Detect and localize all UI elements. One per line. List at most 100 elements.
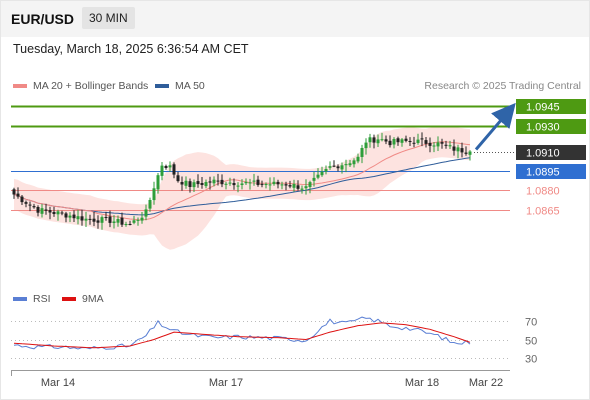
candle (144, 204, 148, 221)
candle (316, 168, 320, 180)
candle (400, 138, 404, 147)
candle (232, 178, 236, 190)
candle (320, 166, 324, 177)
x-tick-label: Mar 22 (469, 377, 503, 389)
candle (192, 179, 196, 192)
candle (228, 177, 232, 186)
candle (112, 215, 116, 229)
candle (216, 173, 220, 186)
candle (284, 181, 288, 191)
candle (420, 132, 424, 147)
candle (468, 150, 472, 161)
candle (92, 212, 96, 227)
candle (44, 203, 48, 215)
level-label-bg-1.0930 (516, 119, 586, 134)
candle (52, 206, 56, 217)
candle (20, 195, 24, 205)
candle (340, 162, 344, 174)
candle (156, 173, 160, 194)
candle (72, 210, 76, 222)
candle (244, 178, 248, 185)
candle (356, 153, 360, 164)
candle (76, 209, 80, 225)
candle (16, 187, 20, 199)
level-label-1.0880: 1.0880 (526, 186, 560, 198)
ma50-legend-swatch (155, 84, 169, 88)
candle (392, 137, 396, 149)
candle (64, 211, 68, 223)
candle (336, 164, 340, 172)
candle (12, 187, 16, 199)
candle (100, 215, 104, 230)
candle (268, 177, 272, 191)
timeframe-badge[interactable]: 30 MIN (82, 7, 135, 29)
ma20-legend-swatch (13, 84, 27, 88)
symbol-label: EUR/USD (11, 11, 75, 27)
candle (184, 176, 188, 189)
x-tick-label: Mar 17 (209, 377, 243, 389)
candle (292, 179, 296, 192)
candle (132, 215, 136, 225)
candle (308, 180, 312, 194)
candle (104, 211, 108, 221)
candle (324, 165, 328, 175)
candle (224, 181, 228, 190)
candle (164, 164, 168, 170)
candle (288, 180, 292, 189)
candle (432, 142, 436, 153)
ma20-legend-label: MA 20 + Bollinger Bands (33, 80, 149, 92)
candle (396, 136, 400, 146)
level-label-1.0865: 1.0865 (526, 206, 560, 218)
candle (68, 212, 72, 223)
rsi-tick-30: 30 (525, 354, 537, 366)
candle (448, 140, 452, 149)
candle (260, 180, 264, 188)
candle (84, 211, 88, 227)
candle (460, 142, 464, 158)
rsi-legend-swatch (13, 297, 27, 301)
level-label-1.0895: 1.0895 (526, 167, 560, 179)
candle (220, 174, 224, 188)
rsi-legend-label: RSI (33, 293, 51, 305)
candle (40, 204, 44, 218)
candle (464, 146, 468, 156)
candle (128, 220, 132, 226)
candle (108, 210, 112, 228)
level-label-1.0910: 1.0910 (526, 148, 560, 160)
datetime-label: Tuesday, March 18, 2025 6:36:54 AM CET (13, 42, 249, 56)
candle (96, 215, 100, 229)
candle (452, 139, 456, 156)
candle (384, 135, 388, 145)
candle (28, 201, 32, 212)
candle (200, 177, 204, 189)
ma50-legend-label: MA 50 (175, 80, 205, 92)
candle (364, 138, 368, 155)
rsi-tick-50: 50 (525, 336, 537, 348)
candle (388, 135, 392, 148)
level-label-bg-1.0910 (516, 145, 586, 160)
candle (208, 176, 212, 190)
candle (136, 217, 140, 226)
candle (368, 133, 372, 148)
candle (440, 138, 444, 149)
candle (152, 181, 156, 205)
x-tick-label: Mar 14 (41, 377, 75, 389)
candle (304, 179, 308, 195)
level-label-1.0930: 1.0930 (526, 122, 560, 134)
candle (348, 160, 352, 167)
candle (116, 215, 120, 227)
candle (172, 162, 176, 179)
candle (424, 137, 428, 148)
candle (252, 173, 256, 186)
candle (248, 178, 252, 190)
candle (300, 185, 304, 194)
candle (380, 132, 384, 142)
level-label-1.0945: 1.0945 (526, 102, 560, 114)
candle (124, 221, 128, 227)
candle (272, 177, 276, 186)
candle (148, 197, 152, 212)
candle (240, 179, 244, 190)
candle (256, 175, 260, 187)
candle (88, 214, 92, 225)
